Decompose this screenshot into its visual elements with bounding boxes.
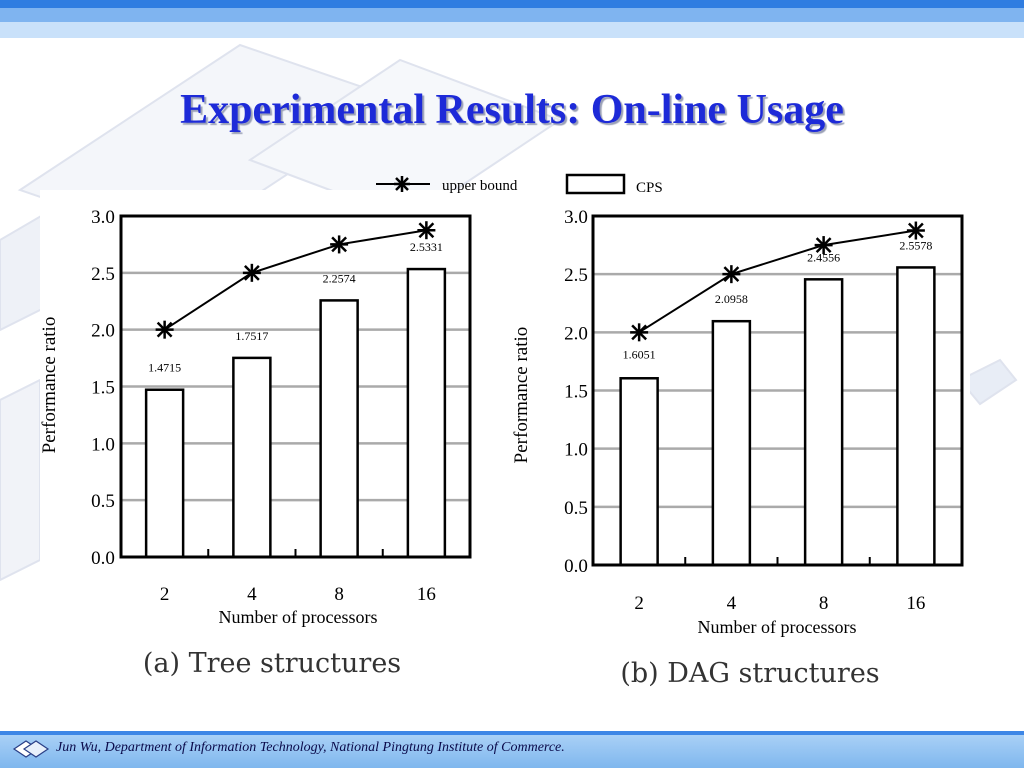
chart-a-plot-frame [119,214,472,559]
chart-b-data-label: 2.5578 [899,238,932,252]
chart-a-ytick-label: 0.5 [91,491,115,512]
chart-b: (b) DAG structures Number of processors … [511,207,964,689]
chart-a-upper-bound-marker [242,263,261,282]
chart-a-data-label: 2.5331 [410,240,443,254]
chart-a-ytick-label: 2.5 [91,264,115,285]
top-stripe-light [0,22,1024,38]
chart-a-bar [406,267,447,559]
legend: upper bound CPS [376,173,663,196]
legend-upper-bound-label: upper bound [442,178,518,194]
chart-a-category-label: 2 [160,584,170,605]
chart-a-bar [144,388,185,559]
chart-b-plot-frame [591,214,964,567]
chart-b-ytick-label: 1.0 [564,440,588,461]
chart-b-ytick-label: 2.5 [564,265,588,286]
chart-b-bar [619,377,659,567]
chart-a-xlabel: Number of processors [219,607,378,627]
chart-b-bar [711,319,752,567]
chart-b-data-label: 2.0958 [715,292,748,306]
chart-b-category-label: 16 [906,593,925,614]
chart-a-data-label: 2.2574 [323,271,356,285]
chart-b-upper-bound-marker [630,323,649,342]
chart-a-ytick-label: 0.0 [91,548,115,569]
chart-b-ytick-label: 1.5 [564,382,588,403]
footer-author-text: Jun Wu, Department of Information Techno… [56,740,565,755]
chart-a-bar [232,356,272,559]
chart-a-ytick-label: 1.0 [91,434,115,455]
chart-a-category-label: 8 [334,584,344,605]
legend-cps-swatch [565,173,626,195]
chart-a-data-label: 1.7517 [235,329,268,343]
chart-a-upper-bound-marker [330,235,349,254]
legend-upper-bound-marker [394,176,410,192]
chart-b-category-label: 4 [727,593,737,614]
chart-a-caption: (a) Tree structures [143,648,401,679]
top-banner [0,0,1024,40]
chart-a-bar [319,299,359,559]
chart-b-data-label: 2.4556 [807,250,840,264]
slide-title: Experimental Results: On-line Usage [180,87,844,133]
chart-b-ytick-label: 0.0 [564,556,588,577]
chart-b-bar [896,266,936,567]
chart-b-upper-bound-marker [722,265,741,284]
chart-b-category-label: 2 [634,593,644,614]
chart-a-ytick-label: 2.0 [91,321,115,342]
chart-a-category-label: 4 [247,584,257,605]
chart-a-data-label: 1.4715 [148,361,181,375]
footer-accent-line [0,731,1024,735]
chart-b-category-label: 8 [819,593,829,614]
chart-a-upper-bound-marker [417,221,436,240]
chart-a-upper-bound-line [164,229,427,331]
chart-b-ylabel: Performance ratio [511,327,532,464]
footer-bar [0,731,1024,768]
legend-cps-label: CPS [636,180,663,196]
chart-b-upper-bound-marker [814,236,833,255]
chart-b-upper-bound-marker [906,221,925,240]
chart-a-ytick-label: 3.0 [91,207,115,228]
chart-b-data-label: 1.6051 [623,347,656,361]
chart-a-ylabel: Performance ratio [39,317,60,454]
chart-b-bar [803,278,844,567]
chart-b-ytick-label: 0.5 [564,498,588,519]
chart-b-caption: (b) DAG structures [620,658,879,689]
top-stripe-dark [0,0,1024,8]
chart-a-upper-bound-marker [155,320,174,339]
chart-b-ytick-label: 2.0 [564,323,588,344]
chart-a-category-label: 16 [417,584,436,605]
chart-a-ytick-label: 1.5 [91,378,115,399]
footer-diamond-icon [12,740,50,758]
chart-a: (a) Tree structures Number of processors… [39,207,472,679]
chart-b-ytick-label: 3.0 [564,207,588,228]
top-stripe-mid [0,8,1024,22]
chart-b-upper-bound-line [638,229,917,334]
chart-b-xlabel: Number of processors [698,617,857,637]
